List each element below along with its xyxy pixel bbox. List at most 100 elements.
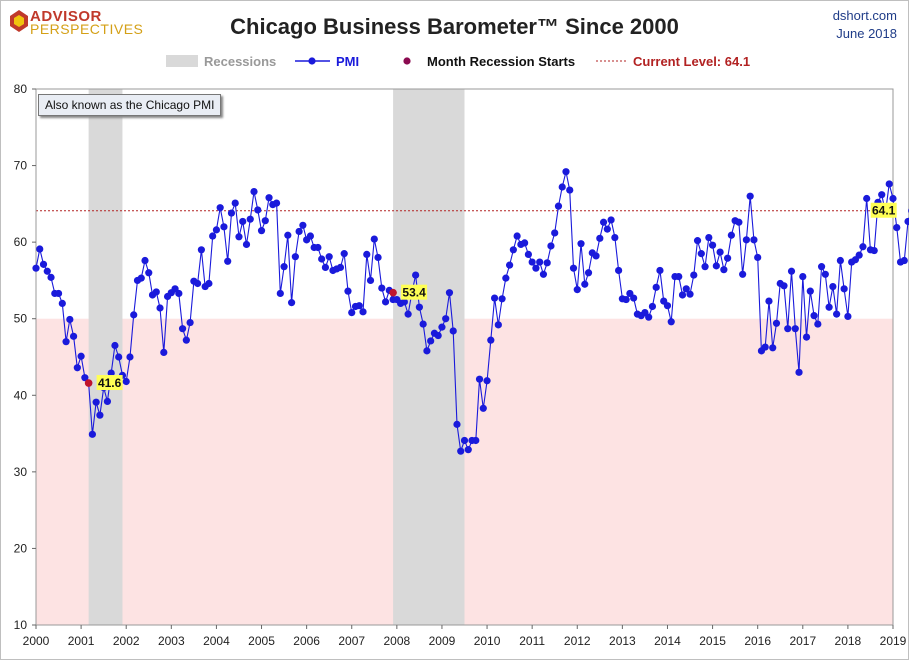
- pmi-point: [607, 216, 615, 224]
- pmi-point: [54, 289, 63, 298]
- y-tick-label: 30: [14, 465, 28, 479]
- pmi-point: [630, 294, 638, 302]
- legend-recession-start: Month Recession Starts: [427, 54, 575, 69]
- pmi-point: [524, 250, 532, 258]
- pmi-point: [509, 246, 517, 254]
- pmi-point: [366, 276, 375, 285]
- pmi-point: [66, 315, 74, 324]
- pmi-point: [130, 311, 138, 319]
- x-tick-label: 2007: [338, 634, 365, 648]
- pmi-point: [479, 404, 487, 412]
- pmi-point: [596, 234, 604, 242]
- pmi-point: [160, 348, 168, 357]
- pmi-point: [257, 227, 266, 235]
- pmi-point: [400, 298, 408, 306]
- pmi-point: [746, 192, 754, 200]
- legend-pmi: PMI: [336, 54, 359, 69]
- current-value-label-bg: [870, 202, 897, 218]
- pmi-point: [547, 242, 555, 250]
- source-label: dshort.com: [832, 8, 897, 23]
- pmi-point: [712, 262, 720, 270]
- pmi-point: [250, 188, 258, 196]
- pmi-point: [885, 180, 893, 188]
- pmi-point: [506, 261, 514, 269]
- pmi-point: [705, 233, 713, 242]
- pmi-point: [754, 253, 762, 262]
- pmi-point: [306, 232, 314, 240]
- pmi-point: [543, 259, 551, 267]
- x-tick-label: 2016: [744, 634, 771, 648]
- pmi-point: [276, 289, 284, 298]
- pmi-point: [802, 333, 811, 341]
- pmi-point: [212, 226, 221, 234]
- recession-start-marker: [389, 288, 397, 297]
- pmi-point: [656, 266, 664, 275]
- pmi-point: [175, 289, 183, 298]
- recession-start-marker: [84, 379, 93, 387]
- pmi-point: [287, 299, 296, 307]
- x-tick-label: 2008: [383, 634, 410, 648]
- pmi-point: [573, 286, 581, 294]
- x-tick-label: 2004: [203, 634, 230, 648]
- pmi-point: [893, 223, 901, 232]
- x-tick-label: 2010: [474, 634, 501, 648]
- chart-title: Chicago Business Barometer™ Since 2000: [230, 14, 679, 39]
- pmi-point: [325, 253, 333, 261]
- pmi-point: [855, 251, 863, 259]
- pmi-point: [697, 250, 705, 258]
- pmi-point: [817, 263, 826, 271]
- pmi-point: [355, 302, 363, 310]
- pmi-point: [829, 282, 837, 291]
- pmi-point: [220, 223, 228, 231]
- pmi-point: [904, 217, 909, 226]
- pmi-point: [321, 263, 330, 272]
- pmi-point: [498, 295, 506, 303]
- pmi-point: [96, 411, 104, 419]
- x-tick-label: 2012: [564, 634, 591, 648]
- pmi-point: [47, 273, 55, 281]
- pmi-point: [675, 273, 683, 281]
- pmi-point: [521, 239, 529, 247]
- pmi-point: [787, 267, 796, 275]
- date-label: June 2018: [836, 26, 897, 41]
- pmi-point: [404, 310, 412, 318]
- pmi-point: [152, 288, 160, 296]
- legend-recessions: Recessions: [204, 54, 276, 69]
- pmi-point: [107, 369, 115, 377]
- pmi-point: [295, 227, 303, 236]
- pmi-point: [821, 270, 829, 278]
- pmi-point: [622, 295, 630, 304]
- pmi-point: [36, 245, 44, 253]
- pmi-point: [318, 255, 326, 263]
- pmi-point: [761, 343, 769, 351]
- pmi-point: [859, 243, 867, 251]
- pmi-point: [577, 240, 585, 248]
- pmi-point: [701, 263, 709, 271]
- pmi-point: [569, 264, 578, 272]
- pmi-point: [111, 341, 119, 350]
- pmi-point: [615, 266, 623, 275]
- pmi-point: [833, 310, 841, 318]
- pmi-point: [182, 336, 190, 344]
- x-tick-label: 2011: [519, 634, 545, 648]
- pmi-point: [194, 279, 202, 288]
- pmi-point: [445, 289, 454, 297]
- legend-recession-swatch: [166, 55, 198, 67]
- pmi-point: [340, 250, 348, 258]
- pmi-point: [216, 204, 224, 212]
- pmi-point: [178, 325, 187, 333]
- pmi-point: [205, 279, 213, 288]
- pmi-point: [58, 299, 66, 307]
- pmi-point: [720, 266, 728, 274]
- y-tick-label: 10: [14, 618, 28, 632]
- pmi-point: [460, 436, 469, 445]
- pmi-point: [769, 344, 777, 352]
- pmi-point: [693, 237, 702, 245]
- pmi-point: [592, 252, 600, 260]
- pmi-point: [464, 446, 472, 454]
- y-tick-label: 80: [14, 82, 28, 96]
- pmi-point: [442, 315, 450, 323]
- pmi-point: [370, 235, 378, 243]
- pmi-point: [645, 313, 653, 321]
- pmi-point: [791, 325, 799, 333]
